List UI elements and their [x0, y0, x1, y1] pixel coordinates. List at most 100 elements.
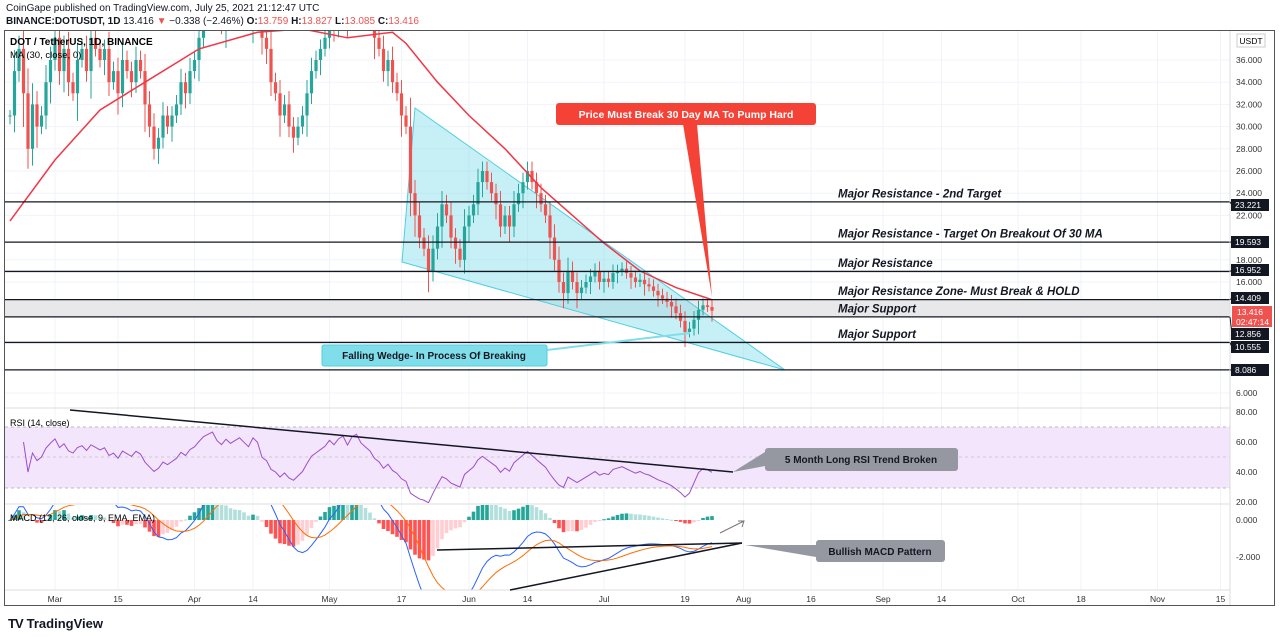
- macd-hist-bar: [107, 520, 111, 522]
- macd-hist-bar: [228, 508, 233, 520]
- candle-body: [44, 82, 48, 116]
- candle: [282, 94, 287, 124]
- macd-hist-bar: [341, 505, 345, 520]
- candle: [516, 183, 521, 212]
- symbol: BINANCE:DOTUSDT, 1D: [6, 16, 121, 27]
- x-tick-label: Nov: [1150, 594, 1166, 604]
- candle: [318, 39, 323, 76]
- macd-hist-bar: [656, 517, 660, 520]
- level-tag: [1231, 364, 1269, 376]
- candle-body: [642, 279, 647, 285]
- candle: [386, 50, 390, 87]
- resistance-zone: [5, 299, 1230, 317]
- candle: [71, 72, 75, 101]
- macd-hist-bar: [665, 519, 669, 521]
- candle: [269, 31, 273, 96]
- candle-body: [431, 248, 435, 271]
- x-tick-label: 14: [523, 594, 533, 604]
- macd-hist-bar: [485, 505, 489, 520]
- x-tick-label: 17: [397, 594, 407, 604]
- candle: [152, 113, 156, 160]
- candle-body: [170, 115, 174, 127]
- macd-hist-bar: [453, 520, 458, 529]
- rsi-callout: [765, 448, 958, 471]
- candle-body: [705, 305, 710, 307]
- candle: [692, 311, 696, 336]
- macd-hist-bar: [624, 513, 629, 520]
- candle: [170, 106, 174, 142]
- macd-hist-bar: [21, 512, 26, 520]
- tradingview-logo[interactable]: TV TradingView: [8, 616, 103, 631]
- macd-hist-bar: [440, 520, 444, 540]
- candle-body: [251, 0, 254, 16]
- candle-body: [147, 104, 152, 127]
- macd-hist-bar: [611, 516, 615, 520]
- rsi-callout-pointer: [733, 452, 765, 472]
- candle-body: [156, 137, 161, 149]
- candle-body: [696, 309, 701, 320]
- candle: [458, 239, 462, 268]
- candle: [647, 277, 651, 292]
- close-label: C:: [377, 16, 389, 27]
- candle-body: [575, 282, 579, 294]
- macd-hist-bar: [35, 520, 39, 523]
- chart-title: DOT / TetherUS, 1D, BINANCE: [10, 37, 153, 48]
- macd-hist-bar: [399, 520, 404, 540]
- candle: [489, 172, 494, 201]
- macd-hist-bar: [156, 520, 161, 537]
- candle: [251, 0, 254, 44]
- candle: [584, 274, 588, 294]
- candle: [566, 257, 570, 304]
- candle-body: [687, 328, 692, 332]
- candle: [233, 0, 236, 23]
- candle: [300, 106, 305, 135]
- macd-hist-bar: [449, 520, 453, 531]
- level-tag: [1231, 236, 1269, 248]
- candle-body: [211, 0, 214, 4]
- currency-label: USDT: [1239, 36, 1262, 46]
- currency-button[interactable]: [1236, 33, 1266, 48]
- candle: [606, 271, 611, 288]
- candle-body: [229, 5, 232, 16]
- candle-body: [12, 71, 17, 116]
- candle: [561, 272, 566, 309]
- macd-hist-bar: [71, 517, 75, 520]
- macd-hist-bar: [125, 520, 129, 525]
- candle: [197, 31, 201, 82]
- candle: [462, 209, 467, 274]
- ma30-line: [9, 31, 713, 301]
- candle-body: [710, 306, 714, 311]
- candle: [602, 271, 606, 293]
- macd-hist-bar: [638, 514, 642, 520]
- candle-body: [579, 287, 584, 294]
- open-label: O:: [246, 16, 258, 27]
- candle-body: [125, 60, 129, 72]
- macd-hist-bar: [264, 520, 269, 527]
- candle: [593, 263, 597, 283]
- macd-hist-bar: [597, 520, 602, 521]
- macd-hist-bar: [404, 520, 408, 543]
- candle: [89, 31, 93, 99]
- macd-hist-bar: [381, 520, 386, 529]
- candle: [75, 42, 80, 121]
- candle-body: [17, 48, 21, 72]
- macd-hist-bar: [224, 505, 228, 520]
- candle-body: [588, 276, 593, 282]
- candle: [485, 161, 489, 190]
- candle-body: [143, 71, 147, 105]
- x-tick-label: 14: [248, 594, 258, 604]
- macd-hist-bar: [26, 519, 30, 521]
- candle: [296, 117, 300, 146]
- open-value: 13.759: [257, 16, 289, 27]
- wedge-callout-pointer: [546, 332, 691, 351]
- macd-hist-bar: [692, 520, 696, 523]
- macd-hist-bar: [408, 520, 413, 550]
- level-label: Major Resistance Zone- Must Break & HOLD: [838, 286, 1080, 298]
- x-tick-label: Oct: [1011, 594, 1025, 604]
- candle: [530, 161, 534, 190]
- candle-body: [165, 115, 170, 127]
- candle: [579, 280, 584, 300]
- macd-hist-bar: [8, 520, 12, 521]
- price-tick-label: 18.000: [1236, 255, 1262, 265]
